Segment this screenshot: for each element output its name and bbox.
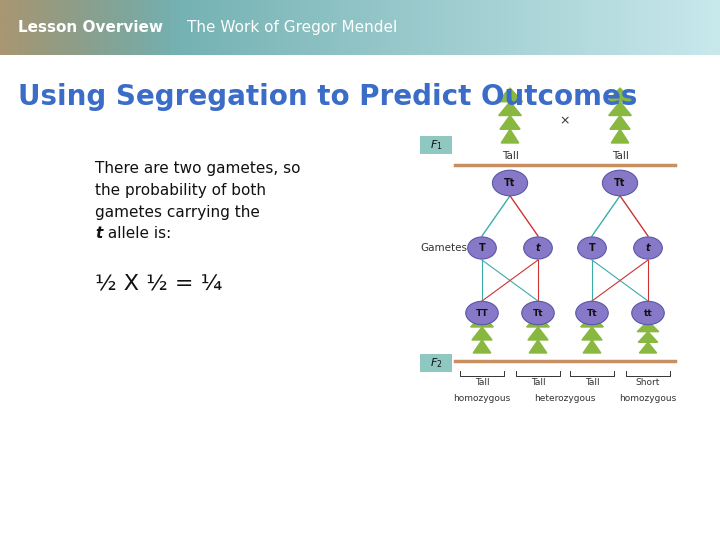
Polygon shape (472, 327, 492, 340)
Ellipse shape (634, 237, 662, 259)
Text: There are two gametes, so: There are two gametes, so (95, 160, 300, 176)
Text: T: T (479, 243, 485, 253)
Polygon shape (580, 314, 603, 327)
Ellipse shape (603, 170, 638, 196)
Bar (0, 55, 720, 540)
Text: homozygous: homozygous (619, 394, 677, 403)
Polygon shape (528, 327, 548, 340)
Text: Tall: Tall (474, 378, 490, 387)
Polygon shape (469, 301, 495, 314)
Polygon shape (611, 129, 629, 143)
Text: Using Segregation to Predict Outcomes: Using Segregation to Predict Outcomes (18, 83, 637, 111)
Polygon shape (610, 116, 630, 129)
Text: ×: × (559, 114, 570, 127)
Text: t: t (646, 243, 650, 253)
Polygon shape (608, 88, 633, 102)
Ellipse shape (577, 237, 606, 259)
Polygon shape (501, 129, 519, 143)
Text: T: T (589, 243, 595, 253)
Polygon shape (498, 88, 523, 102)
Polygon shape (580, 301, 605, 314)
Text: Tt: Tt (587, 308, 598, 318)
Text: Gametes: Gametes (420, 243, 467, 253)
Text: Tall: Tall (611, 151, 629, 161)
Text: $F_1$: $F_1$ (430, 138, 442, 152)
Ellipse shape (522, 301, 554, 325)
Text: allele is:: allele is: (103, 226, 171, 241)
Text: t: t (536, 243, 540, 253)
Text: the probability of both: the probability of both (95, 183, 266, 198)
Text: Lesson Overview: Lesson Overview (18, 20, 163, 35)
Ellipse shape (492, 170, 528, 196)
Bar (420, 136, 452, 154)
Polygon shape (526, 314, 549, 327)
Ellipse shape (576, 301, 608, 325)
Text: Tall: Tall (585, 378, 599, 387)
Text: Tt: Tt (533, 308, 544, 318)
Text: Short: Short (636, 378, 660, 387)
Polygon shape (471, 314, 493, 327)
Polygon shape (499, 102, 521, 116)
Text: TT: TT (476, 308, 488, 318)
Text: gametes carrying the: gametes carrying the (95, 205, 260, 219)
Polygon shape (582, 327, 602, 340)
Polygon shape (473, 340, 491, 353)
Ellipse shape (468, 237, 496, 259)
Text: Tt: Tt (614, 178, 626, 188)
Polygon shape (500, 116, 520, 129)
Text: t: t (95, 226, 102, 241)
Text: The Work of Gregor Mendel: The Work of Gregor Mendel (187, 20, 397, 35)
Polygon shape (638, 332, 658, 342)
Polygon shape (608, 102, 631, 116)
Polygon shape (526, 301, 551, 314)
Text: tt: tt (644, 308, 652, 318)
Text: Tall: Tall (502, 151, 518, 161)
Polygon shape (529, 340, 546, 353)
Text: Tall: Tall (531, 378, 545, 387)
Ellipse shape (466, 301, 498, 325)
Text: Tt: Tt (504, 178, 516, 188)
Bar (420, 354, 452, 372)
Text: ½ X ½ = ¼: ½ X ½ = ¼ (95, 274, 222, 294)
Polygon shape (637, 321, 659, 332)
Ellipse shape (523, 237, 552, 259)
Ellipse shape (631, 301, 665, 325)
Text: heterozygous: heterozygous (534, 394, 595, 403)
Text: homozygous: homozygous (454, 394, 510, 403)
Polygon shape (583, 340, 600, 353)
Polygon shape (639, 342, 657, 353)
Text: $F_2$: $F_2$ (430, 356, 442, 370)
